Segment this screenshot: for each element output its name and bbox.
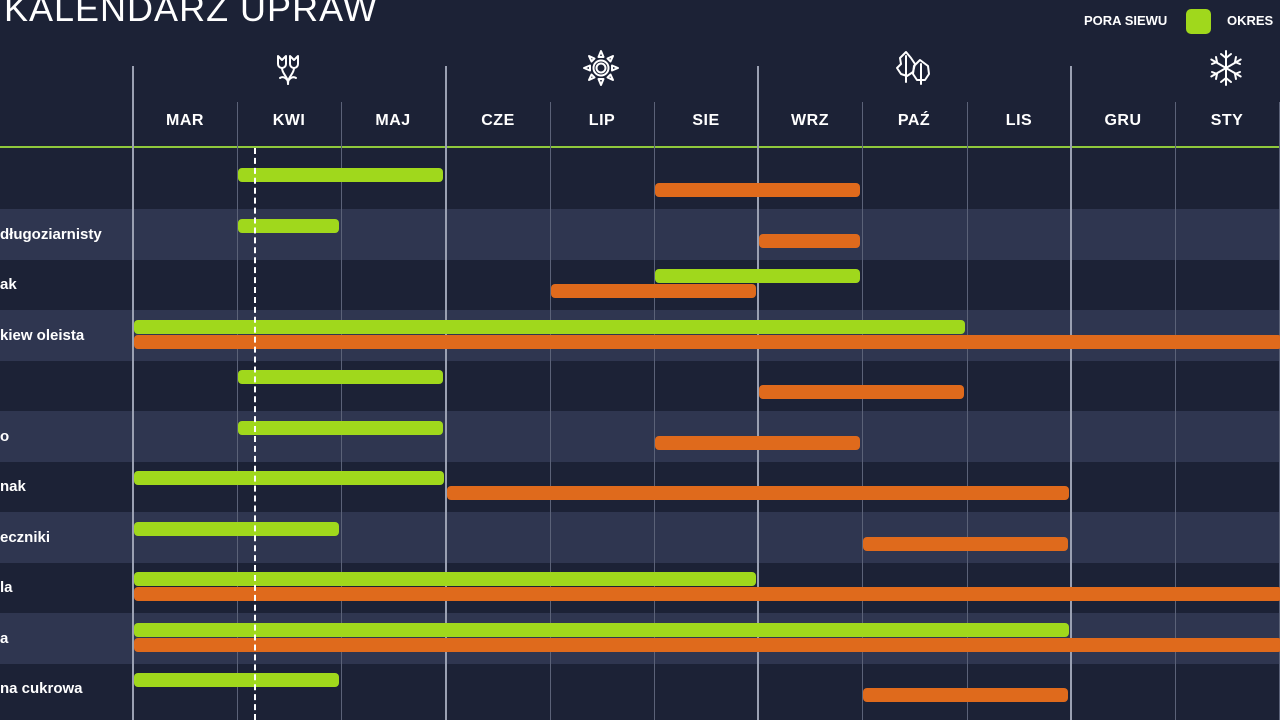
crop-label: kiew oleista: [0, 326, 85, 344]
harvest-bar: [759, 385, 964, 399]
month-divider: [862, 102, 863, 720]
sowing-bar: [134, 471, 444, 485]
current-date-marker: [254, 148, 256, 720]
crop-label: eczniki: [0, 528, 51, 546]
sowing-bar: [134, 572, 756, 586]
harvest-bar: [655, 183, 860, 197]
harvest-bar: [551, 284, 756, 298]
month-header: STY: [1210, 112, 1244, 129]
month-header: WRZ: [791, 112, 829, 129]
flower-icon: [268, 48, 308, 88]
month-header: SIE: [692, 112, 720, 129]
crop-row: [0, 208, 1280, 260]
harvest-bar: [134, 638, 1280, 652]
month-header: LIS: [1005, 112, 1033, 129]
month-divider: [757, 66, 759, 720]
harvest-bar: [134, 587, 1280, 601]
crop-row: [0, 360, 1280, 411]
crop-row: [0, 663, 1280, 714]
month-divider: [550, 102, 551, 720]
sowing-bar: [238, 370, 443, 384]
sun-icon: [581, 48, 621, 88]
sowing-bar: [134, 623, 1069, 637]
sowing-bar: [134, 673, 339, 687]
month-header: GRU: [1104, 112, 1142, 129]
month-header: MAR: [166, 112, 204, 129]
crop-label: na cukrowa: [0, 680, 83, 697]
month-header: LIP: [588, 112, 616, 129]
month-divider: [341, 102, 342, 720]
month-divider: [445, 66, 447, 720]
month-divider: [132, 66, 134, 720]
crop-row: [0, 158, 1280, 209]
crop-label: a: [0, 629, 9, 647]
harvest-bar: [759, 234, 860, 248]
sowing-bar: [134, 522, 339, 536]
crop-label: nak: [0, 478, 26, 495]
month-header: KWI: [272, 112, 306, 129]
leaves-icon: [893, 48, 933, 88]
harvest-bar: [655, 436, 860, 450]
crop-row: [0, 410, 1280, 462]
sowing-bar: [238, 219, 339, 233]
month-divider: [967, 102, 968, 720]
crop-label: la: [0, 579, 13, 596]
legend-sowing-label: PORA SIEWU: [1084, 13, 1168, 28]
month-divider: [654, 102, 655, 720]
harvest-bar: [447, 486, 1069, 500]
crop-label: o: [0, 427, 10, 445]
legend-sowing-swatch: [1186, 9, 1211, 34]
legend: PORA SIEWU OKRES: [1084, 8, 1280, 34]
month-header: MAJ: [375, 112, 411, 129]
page-title: KALENDARZ UPRAW: [4, 0, 378, 29]
legend-harvest-label: OKRES: [1227, 13, 1274, 28]
sowing-bar: [134, 320, 965, 334]
harvest-bar: [134, 335, 1280, 349]
month-divider: [1070, 66, 1072, 720]
crop-label: długoziarnisty: [0, 225, 102, 243]
month-header: PAŹ: [897, 112, 931, 129]
snowflake-icon: [1206, 48, 1246, 88]
crop-row: [0, 511, 1280, 563]
sowing-bar: [655, 269, 860, 283]
month-divider: [237, 102, 238, 720]
header-divider: [0, 146, 1280, 148]
harvest-bar: [863, 537, 1068, 551]
month-header: CZE: [481, 112, 515, 129]
month-divider: [1175, 102, 1176, 720]
sowing-bar: [238, 421, 443, 435]
harvest-bar: [863, 688, 1068, 702]
sowing-bar: [238, 168, 443, 182]
crop-label: ak: [0, 276, 17, 293]
